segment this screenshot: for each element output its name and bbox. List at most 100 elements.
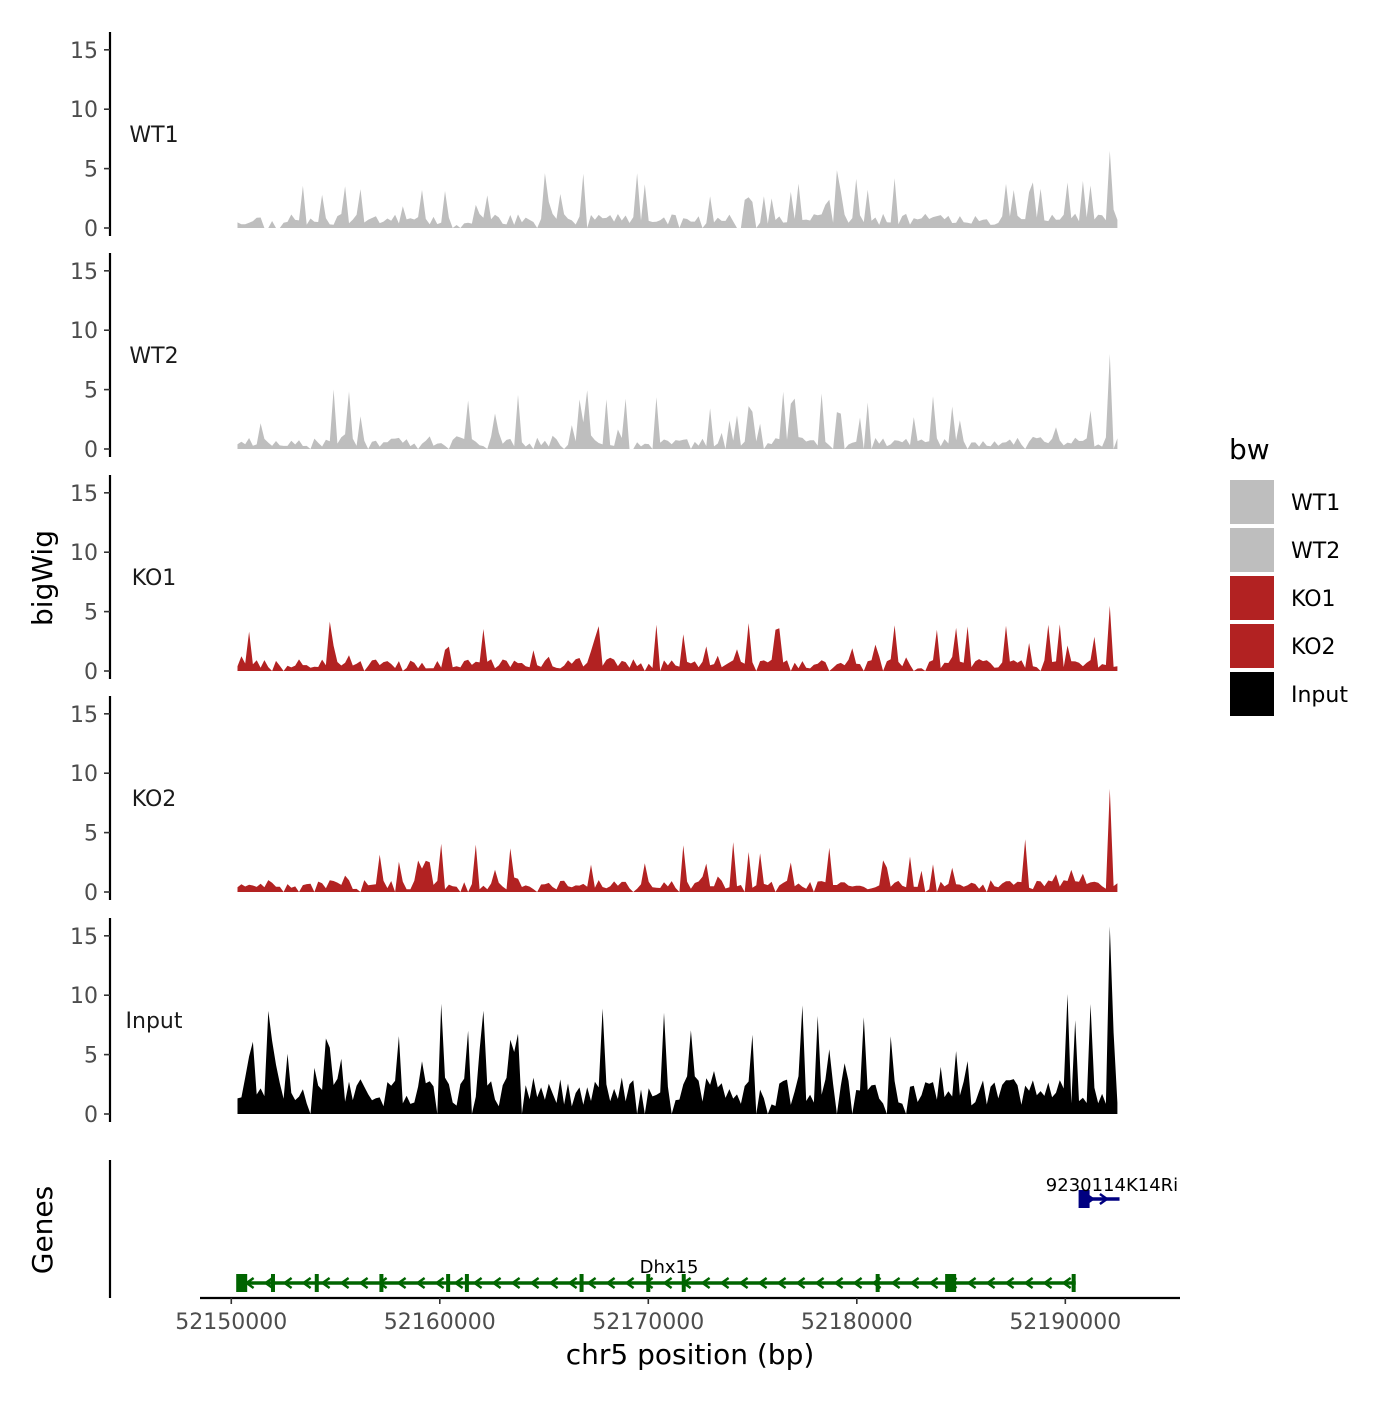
- y-tick-label: 10: [70, 762, 98, 787]
- legend-swatch-ko2: [1230, 624, 1274, 668]
- exon-block: [314, 1274, 319, 1292]
- strand-arrow: [738, 1276, 749, 1290]
- legend-swatch-ko1: [1230, 576, 1274, 620]
- genes-axis-title: Genes: [26, 1186, 59, 1274]
- strand-arrow: [852, 1276, 863, 1290]
- strand-arrow: [662, 1276, 673, 1290]
- strand-arrow: [1004, 1276, 1015, 1290]
- exon-block: [579, 1274, 584, 1292]
- exon-block: [236, 1274, 248, 1292]
- y-tick-label: 0: [84, 217, 98, 242]
- strand-arrow: [757, 1276, 768, 1290]
- strand-arrow: [1023, 1276, 1034, 1290]
- strand-arrow: [282, 1276, 293, 1290]
- legend-label-input: Input: [1291, 683, 1348, 708]
- strand-arrow: [795, 1276, 806, 1290]
- y-axis-title: bigWig: [26, 530, 59, 626]
- exon-block: [270, 1274, 275, 1292]
- y-tick-label: 15: [70, 39, 98, 64]
- y-tick-label: 5: [84, 601, 98, 626]
- legend-swatch-input: [1230, 672, 1274, 716]
- strand-arrow: [605, 1276, 616, 1290]
- track-label-ko2: KO2: [132, 787, 177, 812]
- y-tick-label: 15: [70, 482, 98, 507]
- strand-arrow: [263, 1276, 274, 1290]
- track-label-ko1: KO1: [132, 566, 177, 591]
- strand-arrow: [358, 1276, 369, 1290]
- strand-arrow: [700, 1276, 711, 1290]
- strand-arrow: [339, 1276, 350, 1290]
- strand-arrow: [1099, 1192, 1110, 1206]
- legend-swatch-wt1: [1230, 480, 1274, 524]
- x-tick-label: 52150000: [175, 1310, 287, 1335]
- strand-arrow: [1042, 1276, 1053, 1290]
- y-tick-label: 15: [70, 260, 98, 285]
- strand-arrow: [776, 1276, 787, 1290]
- strand-arrow: [624, 1276, 635, 1290]
- y-tick-label: 5: [84, 822, 98, 847]
- strand-arrow: [491, 1276, 502, 1290]
- legend-swatch-wt2: [1230, 528, 1274, 572]
- strand-arrow: [434, 1276, 445, 1290]
- y-tick-label: 0: [84, 1103, 98, 1128]
- strand-arrow: [814, 1276, 825, 1290]
- legend-label-ko2: KO2: [1291, 635, 1336, 660]
- exon-block: [446, 1274, 451, 1292]
- y-tick-label: 5: [84, 379, 98, 404]
- exon-block: [646, 1274, 651, 1292]
- strand-arrow: [396, 1276, 407, 1290]
- strand-arrow: [966, 1276, 977, 1290]
- legend-label-wt2: WT2: [1291, 539, 1340, 564]
- exon-block: [464, 1274, 469, 1292]
- legend-label-wt1: WT1: [1291, 491, 1340, 516]
- strand-arrow: [415, 1276, 426, 1290]
- y-tick-label: 15: [70, 703, 98, 728]
- track-label-wt1: WT1: [129, 123, 178, 148]
- strand-arrow: [890, 1276, 901, 1290]
- strand-arrow: [320, 1276, 331, 1290]
- strand-arrow: [548, 1276, 559, 1290]
- coverage-area-wt2: [237, 354, 1118, 449]
- strand-arrow: [909, 1276, 920, 1290]
- coverage-area-ko2: [237, 788, 1118, 892]
- y-tick-label: 5: [84, 1044, 98, 1069]
- exon-block: [1071, 1274, 1076, 1292]
- gene-label: Dhx15: [640, 1257, 699, 1278]
- strand-arrow: [472, 1276, 483, 1290]
- coverage-area-wt1: [237, 150, 1118, 228]
- coverage-area-ko1: [237, 605, 1118, 671]
- y-tick-label: 15: [70, 925, 98, 950]
- x-tick-label: 52180000: [801, 1310, 913, 1335]
- strand-arrow: [510, 1276, 521, 1290]
- y-tick-label: 0: [84, 881, 98, 906]
- strand-arrow: [985, 1276, 996, 1290]
- y-tick-label: 0: [84, 660, 98, 685]
- track-label-input: Input: [126, 1009, 183, 1034]
- y-tick-label: 5: [84, 158, 98, 183]
- y-tick-label: 10: [70, 319, 98, 344]
- strand-arrow: [301, 1276, 312, 1290]
- exon-block: [945, 1274, 957, 1292]
- legend-title: bw: [1229, 433, 1270, 466]
- strand-arrow: [928, 1276, 939, 1290]
- gene-label: 9230114K14Ri: [1046, 1175, 1178, 1196]
- y-tick-label: 0: [84, 438, 98, 463]
- coverage-area-input: [237, 926, 1118, 1114]
- x-axis-title: chr5 position (bp): [566, 1338, 815, 1371]
- x-tick-label: 52170000: [592, 1310, 704, 1335]
- strand-arrow: [453, 1276, 464, 1290]
- exon-block: [379, 1274, 384, 1292]
- exon-block: [875, 1274, 880, 1292]
- track-label-wt2: WT2: [129, 344, 178, 369]
- exon-block: [1078, 1190, 1090, 1208]
- y-tick-label: 10: [70, 541, 98, 566]
- strand-arrow: [719, 1276, 730, 1290]
- strand-arrow: [529, 1276, 540, 1290]
- strand-arrow: [1061, 1276, 1072, 1290]
- exon-block: [681, 1274, 686, 1292]
- legend-label-ko1: KO1: [1291, 587, 1336, 612]
- y-tick-label: 10: [70, 984, 98, 1009]
- strand-arrow: [567, 1276, 578, 1290]
